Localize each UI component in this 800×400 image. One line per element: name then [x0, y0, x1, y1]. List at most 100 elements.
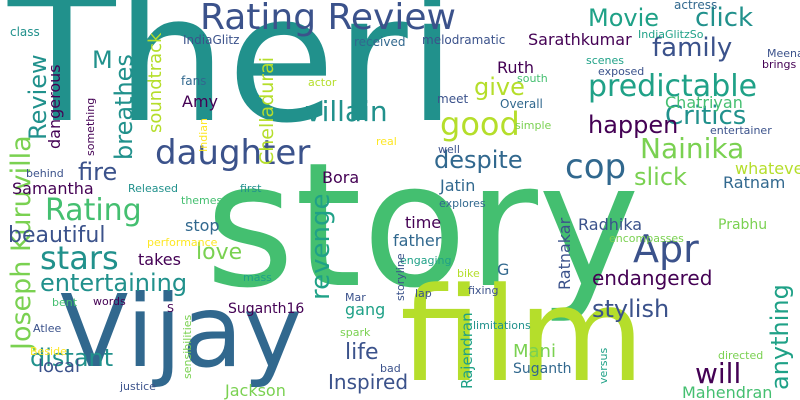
cloud-word-time: time — [405, 213, 442, 232]
cloud-word-amy: Amy — [182, 92, 218, 111]
cloud-word-rating: Rating — [45, 193, 142, 228]
cloud-word-g: G — [497, 260, 510, 279]
cloud-word-exposed: exposed — [598, 65, 645, 78]
cloud-word-ruth: Ruth — [497, 58, 534, 77]
cloud-word-local: local — [38, 356, 80, 377]
cloud-word-beside: Beside — [30, 345, 67, 358]
cloud-word-predictable: predictable — [588, 69, 758, 104]
cloud-word-actor: actor — [308, 76, 337, 89]
cloud-word-bora: Bora — [322, 168, 360, 187]
cloud-word-inspired: Inspired — [328, 370, 409, 394]
cloud-word-beautiful: beautiful — [8, 223, 106, 248]
cloud-word-suganth16: Suganth16 — [228, 301, 305, 317]
cloud-word-nainika: Nainika — [640, 132, 745, 165]
cloud-word-jackson: Jackson — [225, 381, 286, 400]
cloud-word-anything: anything — [766, 284, 794, 390]
cloud-word-meet: meet — [437, 92, 469, 106]
cloud-word-chatriyan: Chatriyan — [665, 93, 743, 112]
cloud-word-family: family — [652, 33, 733, 63]
cloud-word-happen: happen — [588, 111, 679, 139]
cloud-word-mass: mass — [243, 271, 272, 284]
cloud-word-entertaining: entertaining — [40, 269, 188, 297]
cloud-word-first: first — [240, 182, 262, 195]
cloud-word-vijay: Vijay — [60, 273, 303, 390]
cloud-word-story: story — [205, 125, 640, 326]
cloud-word-released: Released — [128, 182, 178, 195]
cloud-word-fire: fire — [78, 158, 118, 186]
cloud-word-meena: Meena — [767, 47, 800, 60]
cloud-word-south: south — [517, 72, 548, 85]
cloud-word-soundtrack: soundtrack — [145, 32, 166, 133]
cloud-word-cop: cop — [565, 147, 627, 187]
cloud-word-stop: stop — [185, 216, 220, 235]
cloud-word-breathes: breathes — [110, 54, 138, 160]
cloud-word-real: real — [376, 135, 397, 148]
cloud-word-critics: Critics — [665, 101, 747, 131]
cloud-word-explores: explores — [439, 197, 486, 210]
cloud-word-class: class — [10, 25, 40, 39]
cloud-word-radhika: Radhika — [578, 215, 643, 234]
cloud-word-justice: justice — [120, 380, 156, 393]
cloud-word-entertainer: entertainer — [710, 124, 772, 137]
cloud-word-distant: distant — [30, 344, 114, 372]
cloud-word-sensibilities: sensibilities — [181, 314, 194, 379]
cloud-word-performance: performance — [147, 236, 218, 249]
cloud-word-bent: bent — [52, 296, 78, 309]
cloud-word-give: give — [474, 73, 525, 101]
cloud-word-brings: brings — [762, 58, 797, 71]
cloud-word-directed: directed — [718, 349, 764, 362]
cloud-word-limitations: limitations — [473, 319, 531, 332]
cloud-word-indian: Indian — [197, 118, 210, 152]
cloud-word-behind: behind — [26, 167, 64, 180]
cloud-word-click: click — [695, 3, 754, 33]
cloud-word-mahendran: Mahendran — [682, 383, 773, 400]
cloud-word-prabhu: Prabhu — [718, 217, 768, 233]
cloud-word-sarathkumar: Sarathkumar — [528, 30, 632, 49]
cloud-word-spark: spark — [340, 326, 371, 339]
cloud-word-gang: gang — [345, 300, 386, 319]
cloud-word-ratnam: Ratnam — [723, 173, 786, 192]
cloud-word-stars: stars — [40, 239, 119, 277]
cloud-word-movie: Movie — [588, 4, 660, 32]
cloud-word-simple: simple — [515, 119, 552, 132]
cloud-word-will: will — [695, 357, 742, 390]
cloud-word-daughter: daughter — [155, 133, 311, 173]
cloud-word-rating-review: Rating Review — [200, 0, 456, 38]
cloud-word-received: received — [354, 35, 406, 49]
cloud-word-words: words — [93, 295, 126, 308]
cloud-word-takes: takes — [138, 250, 181, 269]
cloud-word-father: father — [393, 231, 442, 250]
cloud-word-something: something — [84, 97, 97, 156]
cloud-word-suganth: Suganth — [513, 361, 572, 377]
cloud-word-villain: villain — [305, 95, 388, 128]
cloud-word-engaging: engaging — [400, 254, 452, 267]
cloud-word-dangerous: dangerous — [45, 64, 64, 149]
cloud-word-revenge: revenge — [306, 193, 336, 300]
cloud-word-fans: fans — [181, 74, 207, 88]
cloud-word-film: film — [400, 259, 645, 400]
cloud-word-life: life — [345, 340, 379, 365]
cloud-word-lap: lap — [415, 287, 432, 300]
cloud-word-mani: Mani — [513, 341, 556, 362]
cloud-word-bad: bad — [380, 362, 401, 375]
cloud-word-encompasses: encompasses — [609, 232, 684, 245]
cloud-word-indiaglitzso: IndiaGlitzSo — [638, 28, 704, 41]
cloud-word-slick: slick — [634, 163, 687, 191]
cloud-word-scenes: scenes — [586, 54, 625, 67]
cloud-word-jatin: Jatin — [440, 176, 476, 195]
cloud-word-whatever: whatever — [735, 159, 800, 178]
cloud-word-m: M — [92, 46, 113, 74]
cloud-word-well: well — [438, 143, 460, 156]
cloud-word-love: love — [196, 240, 243, 265]
cloud-word-chelladurai: Chelladurai — [256, 56, 278, 165]
cloud-word-atlee: Atlee — [33, 322, 62, 335]
cloud-word-overall: Overall — [500, 97, 543, 111]
cloud-word-stylish: stylish — [592, 295, 670, 323]
cloud-word-endangered: endangered — [592, 266, 713, 290]
cloud-word-bike: bike — [457, 267, 480, 280]
cloud-word-ratnakar: Ratnakar — [555, 217, 574, 290]
cloud-word-despite: despite — [434, 146, 523, 174]
cloud-word-themes: themes — [181, 194, 223, 207]
cloud-word-indiaglitz: IndiaGlitz — [183, 33, 240, 47]
